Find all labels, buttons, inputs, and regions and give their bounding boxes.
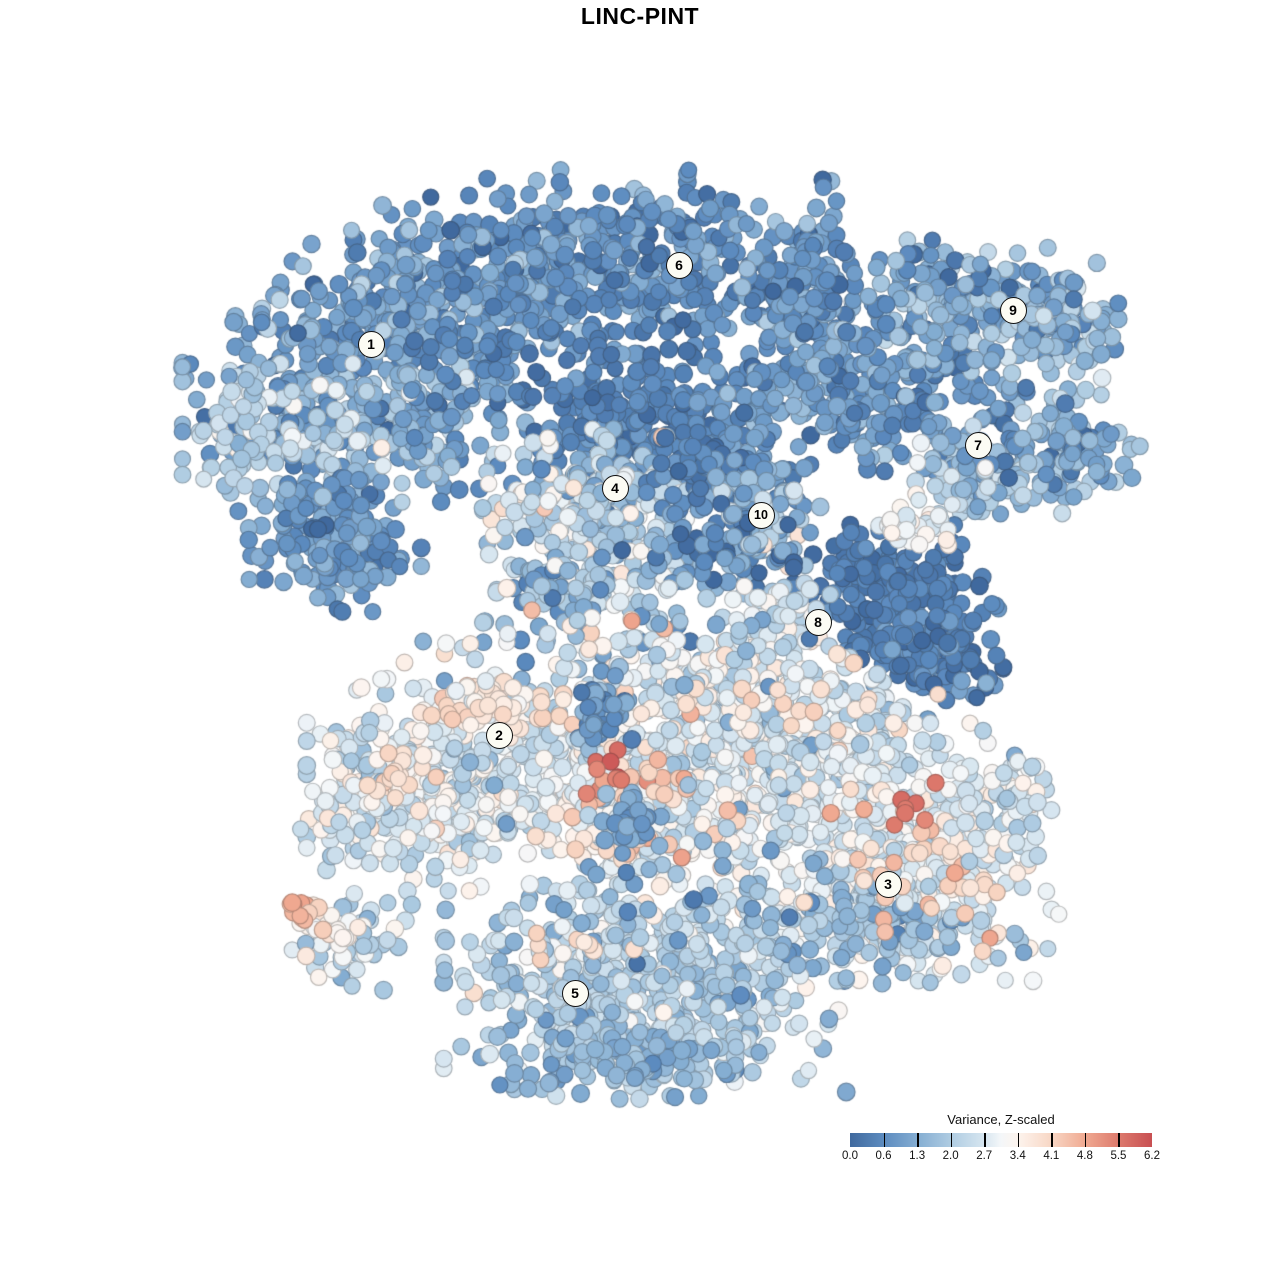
- colorbar-tick-label: 4.1: [1043, 1150, 1060, 1162]
- colorbar-tick-label: 1.3: [909, 1150, 926, 1162]
- colorbar-legend: Variance, Z-scaled 0.0 0.6 1.3 2.0 2.7 3.4 4.1…: [842, 1112, 1160, 1163]
- colorbar-tick-label: 3.4: [1009, 1150, 1026, 1162]
- colorbar-gradient: [850, 1133, 1152, 1147]
- legend-title: Variance, Z-scaled: [947, 1112, 1055, 1127]
- colorbar-tick-label: 5.5: [1110, 1150, 1127, 1162]
- colorbar-tick: [984, 1133, 986, 1147]
- cluster-label-5: 5: [561, 979, 589, 1007]
- colorbar-tick: [883, 1133, 885, 1147]
- cluster-label-7: 7: [964, 431, 992, 459]
- colorbar-tick: [1051, 1133, 1053, 1147]
- colorbar-tick: [1017, 1133, 1020, 1147]
- colorbar-tick: [917, 1133, 919, 1147]
- cluster-label-6: 6: [665, 251, 693, 279]
- colorbar-tick-label: 0.0: [842, 1150, 858, 1162]
- colorbar-tick-label: 0.6: [875, 1150, 892, 1162]
- cluster-label-9: 9: [999, 296, 1027, 324]
- colorbar-tick: [950, 1133, 953, 1147]
- colorbar-tick-label: 2.7: [976, 1150, 993, 1162]
- cluster-label-1: 1: [357, 330, 385, 358]
- colorbar-tick: [1118, 1133, 1120, 1147]
- cluster-label-8: 8: [804, 608, 832, 636]
- colorbar-tick: [1084, 1133, 1087, 1147]
- colorbar-tick-label: 2.0: [942, 1150, 959, 1162]
- cluster-label-3: 3: [874, 870, 902, 898]
- colorbar-tick-labels: 0.0 0.6 1.3 2.0 2.7 3.4 4.1 4.8 5.5 6.2: [842, 1150, 1160, 1163]
- cluster-label-4: 4: [601, 474, 629, 502]
- cluster-label-2: 2: [485, 721, 513, 749]
- cluster-label-10: 10: [747, 501, 775, 529]
- colorbar-tick-label: 4.8: [1076, 1150, 1093, 1162]
- colorbar-tick-label: 6.2: [1144, 1150, 1160, 1162]
